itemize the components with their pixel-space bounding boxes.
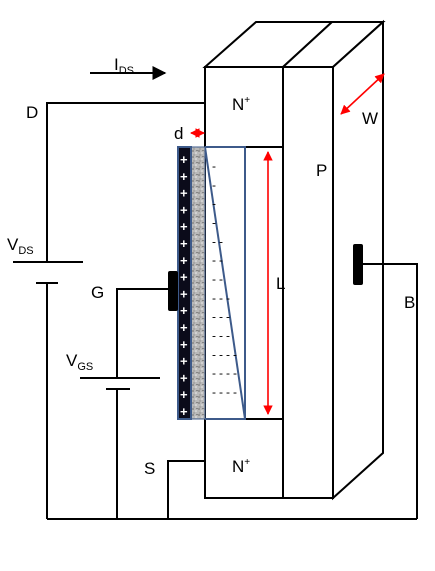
channel-minus-charge: - — [226, 366, 230, 380]
drain-terminal-label: D — [26, 103, 38, 122]
gate-plus-charge: + — [180, 303, 188, 318]
gate-oxide — [189, 146, 206, 420]
gate-plus-charge: + — [180, 219, 188, 234]
channel-length-label: L — [276, 274, 285, 293]
channel-minus-charge: - — [219, 385, 223, 399]
gate-plus-charge: + — [180, 370, 188, 385]
channel-minus-charge: - — [212, 329, 216, 343]
substrate-front-face — [282, 66, 334, 499]
gate-plus-charge: + — [180, 169, 188, 184]
channel-minus-charge: - — [212, 159, 216, 173]
channel-minus-charge: - — [226, 291, 230, 305]
ids-label: I — [114, 55, 119, 74]
channel-electrons: ----- -- -- -- - -- - -- - -- - - -- - - -- - - - — [212, 159, 237, 399]
channel-minus-charge: - — [212, 197, 216, 211]
gate-plus-charge: + — [180, 404, 188, 419]
channel-minus-charge: - — [233, 385, 237, 399]
channel-minus-charge: - — [226, 385, 230, 399]
drain-wire — [46, 102, 205, 262]
channel-minus-charge: - — [212, 291, 216, 305]
channel-minus-charge: - — [219, 310, 223, 324]
drain-n-label: N — [232, 95, 244, 114]
width-label: W — [362, 109, 378, 128]
vgs-label: V — [66, 351, 78, 370]
gate-plus-charge: + — [180, 320, 188, 335]
svg-text:VDS: VDS — [7, 235, 34, 257]
gate-plus-charge: + — [180, 236, 188, 251]
body-terminal-label: B — [404, 293, 415, 312]
gate-charges: ++++++++++++++++ — [180, 152, 188, 419]
width-arrow — [340, 73, 385, 115]
gate-contact — [168, 271, 178, 311]
svg-text:IDS: IDS — [114, 55, 134, 77]
ids-sub: DS — [119, 65, 134, 77]
svg-text:VGS: VGS — [66, 351, 93, 373]
gate-plus-charge: + — [180, 270, 188, 285]
channel-minus-charge: - — [219, 347, 223, 361]
vds-sub: DS — [18, 245, 33, 257]
gate-plus-charge: + — [180, 186, 188, 201]
source-n-label: N — [232, 457, 244, 476]
gate-plus-charge: + — [180, 152, 188, 167]
channel-minus-charge: - — [212, 216, 216, 230]
channel-minus-charge: - — [219, 253, 223, 267]
gate-plus-charge: + — [180, 286, 188, 301]
source-wire — [167, 460, 205, 519]
drain-n-sup: + — [244, 95, 250, 106]
gate-plus-charge: + — [180, 253, 188, 268]
source-n-sup: + — [244, 457, 250, 468]
channel-minus-charge: - — [219, 366, 223, 380]
source-region: N+ — [204, 418, 284, 499]
gate-plus-charge: + — [180, 387, 188, 402]
vds-label: V — [7, 235, 19, 254]
channel-minus-charge: - — [233, 347, 237, 361]
gate-wire — [116, 288, 168, 378]
channel-minus-charge: - — [212, 385, 216, 399]
oxide-thickness-label: d — [174, 124, 183, 143]
gate-plus-charge: + — [180, 202, 188, 217]
body-wire — [363, 263, 418, 519]
channel-minus-charge: - — [219, 329, 223, 343]
channel-minus-charge: - — [212, 310, 216, 324]
channel-minus-charge: - — [212, 366, 216, 380]
channel-minus-charge: - — [212, 178, 216, 192]
substrate-label: P — [316, 161, 327, 180]
svg-text:N+: N+ — [232, 95, 250, 114]
channel-minus-charge: - — [226, 347, 230, 361]
body-contact — [353, 244, 363, 285]
channel-minus-charge: - — [226, 310, 230, 324]
circuit-wires — [13, 102, 418, 520]
channel-minus-charge: - — [219, 272, 223, 286]
channel-minus-charge: - — [226, 329, 230, 343]
channel-minus-charge: - — [212, 253, 216, 267]
gate-plus-charge: + — [180, 337, 188, 352]
vgs-sub: GS — [77, 361, 93, 373]
channel-minus-charge: - — [212, 234, 216, 248]
gate-plus-charge: + — [180, 354, 188, 369]
channel-minus-charge: - — [212, 272, 216, 286]
channel-minus-charge: - — [219, 234, 223, 248]
source-terminal-label: S — [144, 459, 155, 478]
channel-minus-charge: - — [233, 366, 237, 380]
svg-text:N+: N+ — [232, 457, 250, 476]
channel-wedge — [204, 146, 246, 420]
gate-terminal-label: G — [91, 283, 104, 302]
channel-minus-charge: - — [219, 291, 223, 305]
channel-minus-charge: - — [212, 347, 216, 361]
drain-region: N+ — [204, 66, 284, 148]
